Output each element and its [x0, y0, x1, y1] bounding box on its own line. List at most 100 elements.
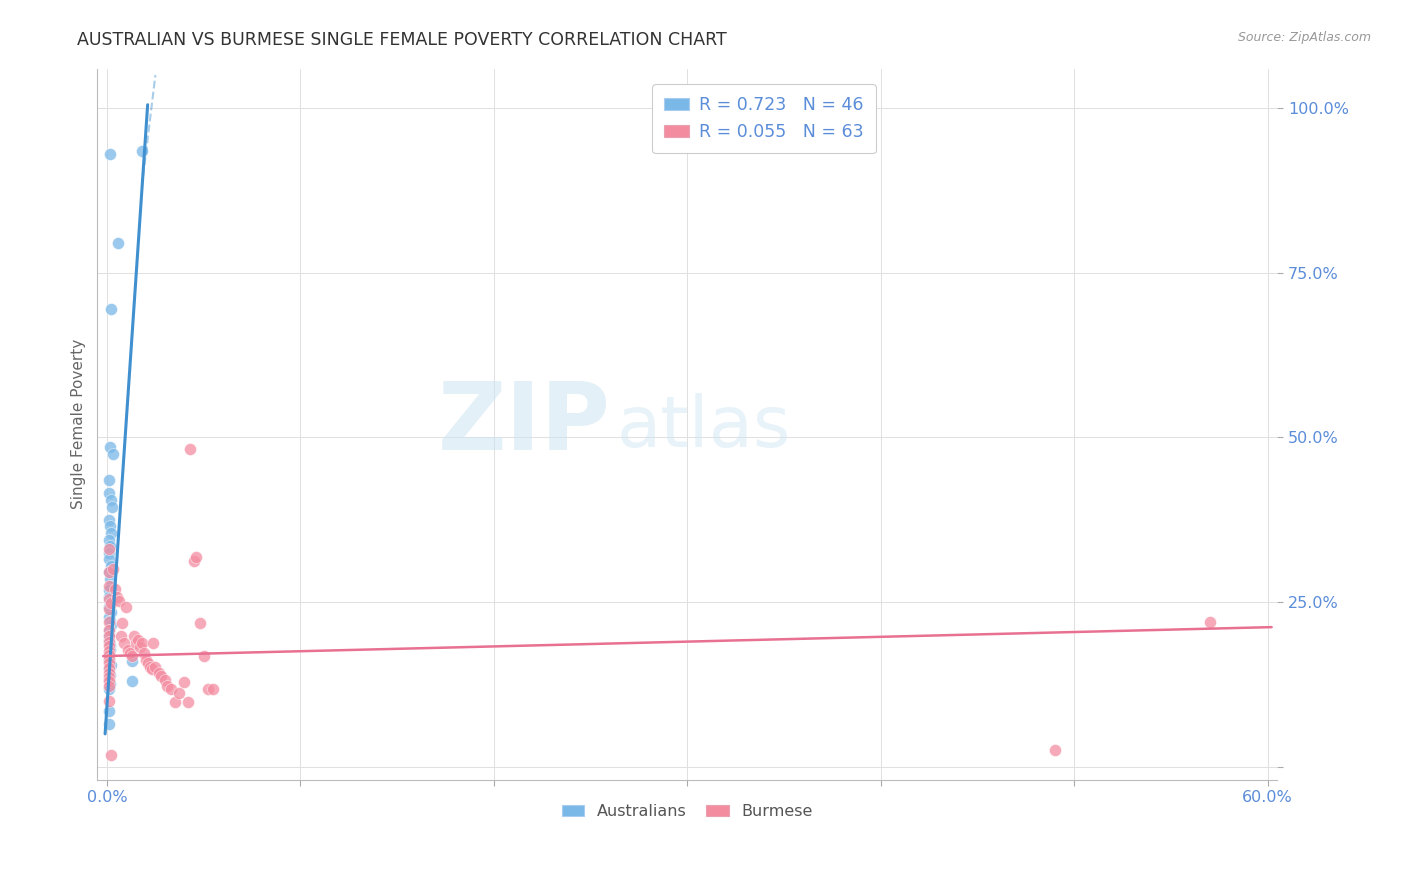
Point — [142, 636, 165, 650]
Point — [98, 642, 121, 657]
Point — [150, 669, 173, 683]
Point — [98, 669, 121, 683]
Point — [97, 648, 120, 662]
Point — [97, 639, 120, 653]
Point — [98, 147, 121, 161]
Point — [131, 636, 153, 650]
Point — [153, 673, 176, 687]
Point — [184, 550, 207, 565]
Point — [145, 659, 167, 673]
Point — [100, 558, 122, 573]
Point — [97, 694, 120, 708]
Point — [97, 652, 120, 666]
Point — [97, 665, 120, 680]
Point — [98, 539, 121, 553]
Point — [117, 642, 139, 657]
Legend: Australians, Burmese: Australians, Burmese — [555, 797, 820, 825]
Point — [100, 596, 122, 610]
Point — [97, 717, 120, 731]
Point — [97, 633, 120, 648]
Point — [98, 572, 121, 586]
Point — [131, 144, 153, 158]
Point — [120, 647, 142, 661]
Point — [179, 442, 201, 457]
Point — [98, 519, 121, 533]
Point — [97, 566, 120, 580]
Point — [138, 659, 160, 673]
Point — [97, 615, 120, 629]
Point — [100, 301, 122, 316]
Point — [141, 662, 163, 676]
Point — [173, 675, 195, 690]
Point — [100, 657, 122, 672]
Point — [129, 640, 152, 654]
Point — [97, 600, 120, 615]
Point — [110, 629, 132, 643]
Point — [167, 686, 190, 700]
Point — [98, 440, 121, 454]
Point — [101, 447, 124, 461]
Point — [98, 653, 121, 667]
Point — [163, 695, 186, 709]
Point — [98, 634, 121, 648]
Point — [111, 616, 134, 631]
Point — [98, 681, 121, 696]
Point — [148, 666, 170, 681]
Point — [97, 513, 120, 527]
Point — [97, 533, 120, 547]
Point — [98, 628, 121, 642]
Point — [98, 579, 121, 593]
Point — [97, 542, 120, 557]
Y-axis label: Single Female Poverty: Single Female Poverty — [72, 339, 86, 509]
Point — [1198, 615, 1220, 629]
Point — [97, 623, 120, 637]
Point — [97, 644, 120, 658]
Point — [188, 616, 211, 631]
Point — [97, 583, 120, 598]
Point — [98, 590, 121, 604]
Point — [107, 236, 129, 251]
Point — [202, 681, 225, 696]
Point — [97, 661, 120, 675]
Point — [98, 677, 121, 691]
Text: atlas: atlas — [617, 393, 792, 462]
Text: AUSTRALIAN VS BURMESE SINGLE FEMALE POVERTY CORRELATION CHART: AUSTRALIAN VS BURMESE SINGLE FEMALE POVE… — [77, 31, 727, 49]
Point — [97, 704, 120, 718]
Point — [98, 679, 121, 693]
Point — [132, 647, 155, 661]
Point — [121, 649, 143, 664]
Point — [97, 546, 120, 560]
Point — [121, 674, 143, 689]
Point — [100, 579, 122, 593]
Point — [97, 623, 120, 637]
Point — [105, 590, 128, 604]
Text: ZIP: ZIP — [437, 378, 610, 470]
Point — [160, 681, 183, 696]
Point — [98, 552, 121, 566]
Point — [125, 636, 148, 650]
Point — [100, 605, 122, 619]
Point — [136, 656, 159, 670]
Point — [98, 595, 121, 609]
Point — [101, 562, 124, 576]
Point — [101, 500, 124, 514]
Point — [97, 662, 120, 676]
Point — [97, 609, 120, 624]
Point — [98, 648, 121, 662]
Point — [197, 681, 219, 696]
Point — [98, 601, 121, 615]
Point — [98, 486, 121, 500]
Point — [135, 653, 157, 667]
Point — [97, 566, 120, 580]
Point — [193, 649, 215, 664]
Point — [98, 657, 121, 671]
Point — [177, 695, 200, 709]
Point — [98, 614, 121, 628]
Point — [121, 654, 143, 668]
Point — [97, 673, 120, 687]
Point — [114, 636, 136, 650]
Point — [127, 633, 149, 648]
Point — [97, 629, 120, 643]
Point — [1043, 743, 1066, 757]
Point — [115, 600, 138, 615]
